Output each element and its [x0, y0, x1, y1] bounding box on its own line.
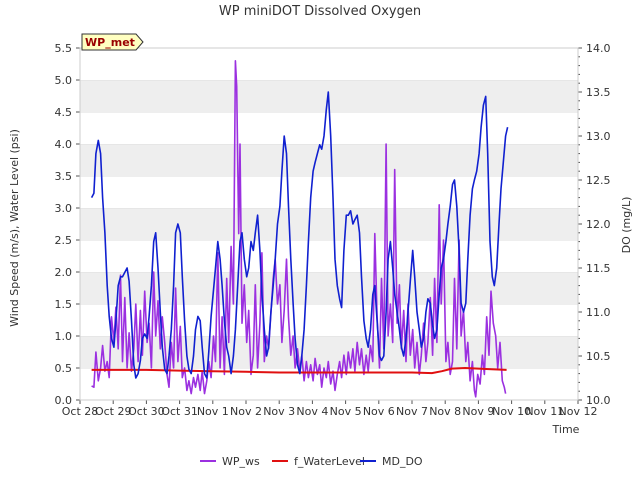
- y-right-tick-label: 12.0: [586, 218, 611, 231]
- y-left-tick-label: 5.5: [55, 42, 73, 55]
- y-left-tick-label: 5.0: [55, 74, 73, 87]
- chart-title: WP miniDOT Dissolved Oxygen: [219, 4, 421, 19]
- plot-frame: [79, 47, 579, 401]
- y-right-tick-label: 11.0: [586, 306, 611, 319]
- x-tick-label: Oct 30: [128, 405, 165, 418]
- y-axis-left: 0.0 0.5 1.0 1.5 2.0 2.5 3.0 3.5 4.0 4.5 5.0 5.5: [55, 42, 80, 407]
- grid-band: [80, 240, 578, 272]
- series-line-f-waterlevel: [91, 367, 507, 375]
- x-tick-label: Oct 31: [161, 405, 198, 418]
- y-axis-right: 10.0 10.5 11.0 11.5 12.0 12.5 13.0 13.5 14.0: [578, 42, 611, 407]
- annotation-label: WP_met: [85, 36, 135, 49]
- y-right-tick-label: 12.5: [586, 174, 611, 187]
- y-axis-right-title: DO (mg/L): [620, 197, 633, 254]
- y-left-tick-label: 4.0: [55, 138, 73, 151]
- y-left-tick-label: 4.5: [55, 106, 73, 119]
- x-tick-label: Nov 5: [330, 405, 362, 418]
- x-tick-label: Nov 3: [263, 405, 295, 418]
- x-tick-label: Nov 12: [559, 405, 598, 418]
- x-tick-label: Nov 7: [396, 405, 428, 418]
- x-tick-label: Oct 28: [62, 405, 99, 418]
- legend-label: f_WaterLevel: [294, 455, 365, 468]
- x-tick-label: Nov 6: [363, 405, 395, 418]
- x-axis-title: Time: [552, 423, 580, 436]
- y-right-tick-label: 10.5: [586, 350, 611, 363]
- x-tick-label: Nov 8: [429, 405, 461, 418]
- grid-band: [80, 176, 578, 208]
- annotation-shape: [81, 33, 144, 51]
- legend: WP_ws f_WaterLevel MD_DO: [200, 455, 423, 468]
- y-left-tick-label: 0.0: [55, 394, 73, 407]
- annotation-box: WP_met: [81, 33, 144, 51]
- legend-label: WP_ws: [222, 455, 260, 468]
- x-tick-label: Oct 29: [95, 405, 132, 418]
- y-right-tick-label: 13.5: [586, 86, 611, 99]
- x-tick-label: Nov 11: [525, 405, 564, 418]
- grid-band: [80, 208, 578, 240]
- grid-band: [80, 48, 578, 80]
- grid-band: [80, 144, 578, 176]
- y-right-tick-label: 10.0: [586, 394, 611, 407]
- series-group: [90, 60, 509, 398]
- y-left-tick-label: 0.5: [55, 362, 73, 375]
- x-tick-label: Nov 1: [197, 405, 229, 418]
- y-left-tick-label: 2.5: [55, 234, 73, 247]
- x-tick-label: Nov 2: [230, 405, 262, 418]
- y-axis-left-title: Wind Speed (m/s), Water Level (psi): [8, 129, 21, 327]
- x-tick-label: Nov 10: [492, 405, 531, 418]
- y-right-tick-label: 13.0: [586, 130, 611, 143]
- y-left-tick-label: 1.5: [55, 298, 73, 311]
- y-right-tick-label: 14.0: [586, 42, 611, 55]
- legend-label: MD_DO: [382, 455, 423, 468]
- y-left-tick-label: 1.0: [55, 330, 73, 343]
- y-left-tick-label: 3.5: [55, 170, 73, 183]
- y-right-tick-label: 11.5: [586, 262, 611, 275]
- x-tick-label: Nov 4: [296, 405, 328, 418]
- series-line-md-do: [90, 91, 509, 379]
- x-tick-label: Nov 9: [462, 405, 494, 418]
- y-left-tick-label: 3.0: [55, 202, 73, 215]
- y-left-tick-label: 2.0: [55, 266, 73, 279]
